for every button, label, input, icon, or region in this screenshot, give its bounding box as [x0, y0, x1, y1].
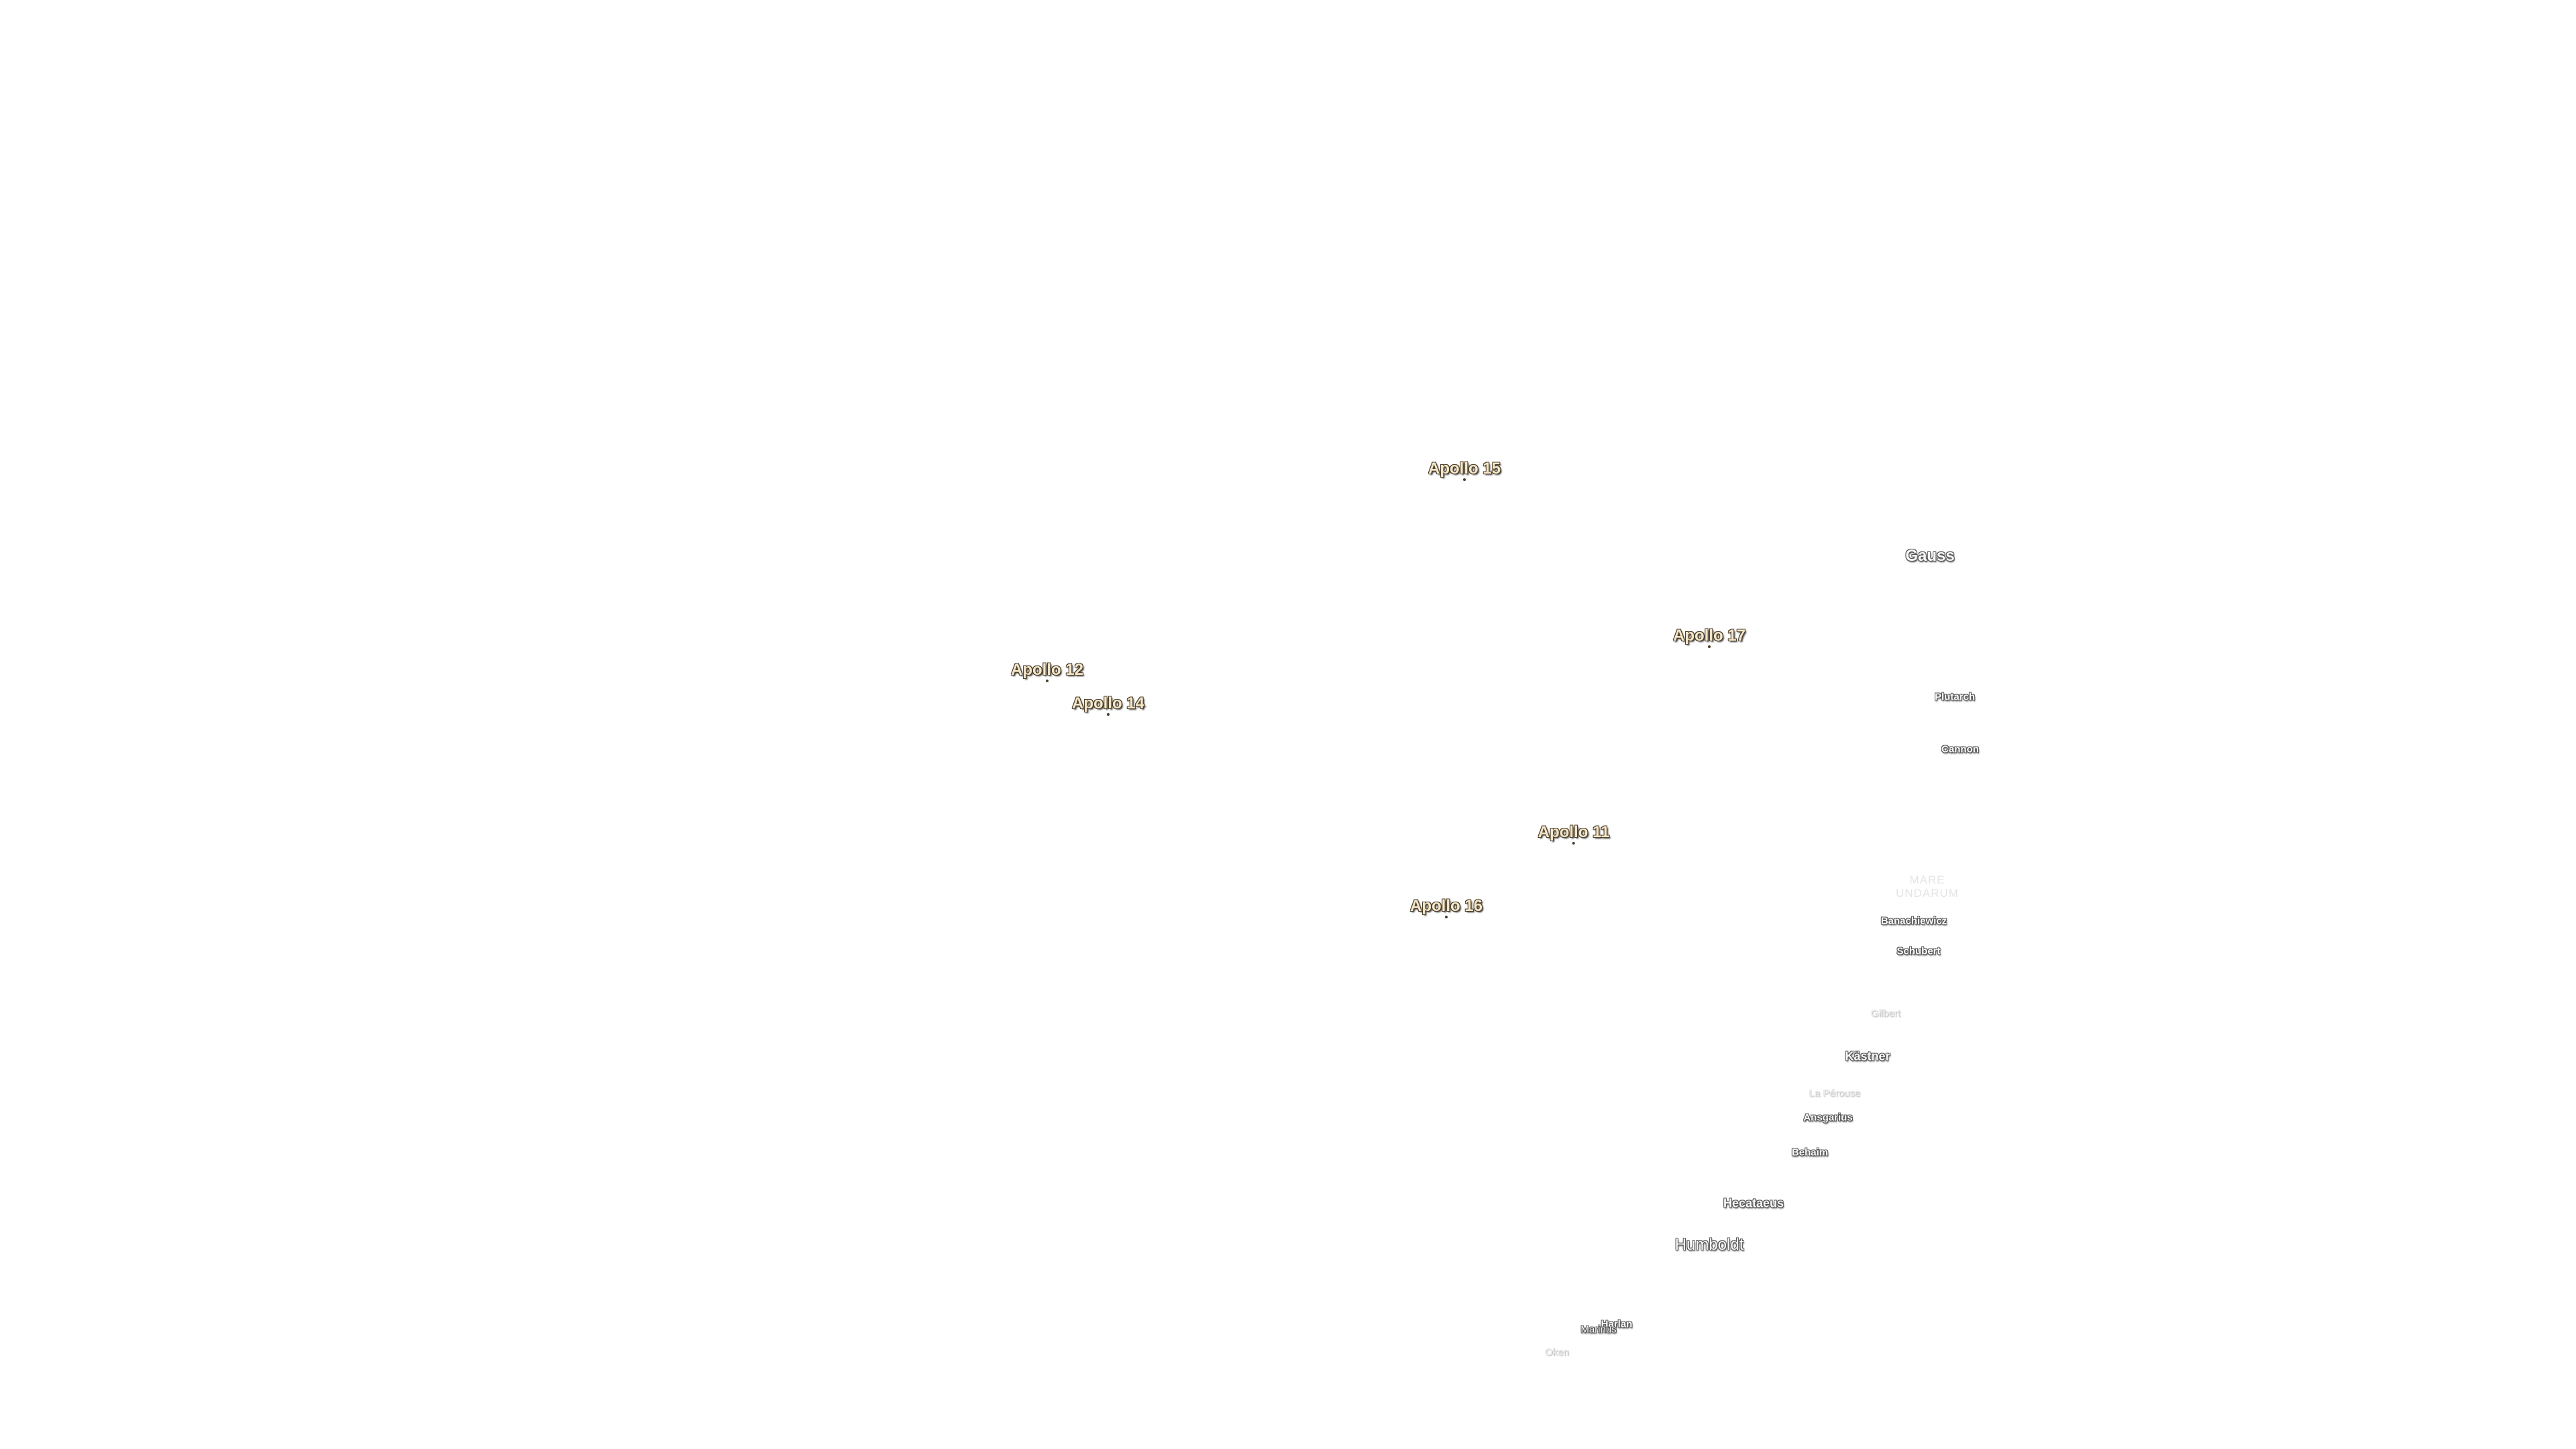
crater-label: Humboldt [1674, 1236, 1744, 1254]
crater-label: Banachiewicz [1880, 915, 1947, 927]
landing-site-label: Apollo 16 [1409, 897, 1483, 918]
landing-site-label: Apollo 17 [1672, 627, 1746, 648]
landing-site-label: Apollo 12 [1010, 661, 1084, 682]
landing-site-label: Apollo 11 [1538, 823, 1610, 845]
crater-label: Plutarch [1934, 691, 1976, 703]
crater-label: Gauss [1905, 547, 1955, 565]
crater-label: Cannon [1941, 743, 1979, 755]
landing-site-label: Apollo 15 [1428, 460, 1501, 481]
crater-label: Kästner [1845, 1049, 1890, 1063]
crater-label: Hecataeus [1723, 1196, 1784, 1210]
crater-label: Harlan [1601, 1318, 1633, 1330]
crater-label: Marinus [1580, 1324, 1617, 1336]
crater-label: Ansgarius [1803, 1112, 1853, 1124]
crater-label: Behaim [1791, 1146, 1829, 1159]
mare-label: MARE UNDARUM [1896, 873, 1959, 900]
crater-label: Schubert [1896, 945, 1941, 957]
landing-site-label: Apollo 14 [1071, 694, 1145, 716]
crater-label: Oken [1545, 1346, 1569, 1358]
crater-label: La Pérouse [1809, 1087, 1861, 1099]
crater-label: Gilbert [1870, 1008, 1901, 1020]
